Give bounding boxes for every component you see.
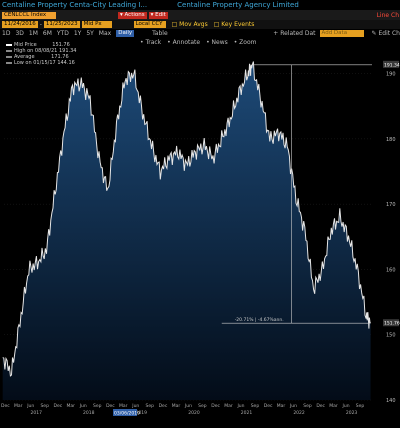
x-tick-label: Sep bbox=[251, 403, 260, 409]
x-tick-label: Mar bbox=[66, 403, 75, 409]
x-tick-label: Mar bbox=[329, 403, 338, 409]
x-tick-label: Jun bbox=[289, 403, 297, 409]
range-6m[interactable]: 6M bbox=[42, 30, 52, 37]
x-tick-label: Sep bbox=[93, 403, 102, 409]
x-year-label: 2022 bbox=[293, 410, 305, 416]
tool-annotate[interactable]: • Annotate bbox=[167, 38, 201, 46]
mov-avgs-button[interactable]: □ Mov Avgs bbox=[171, 21, 208, 28]
dash: - bbox=[39, 21, 42, 28]
tool-zoom[interactable]: • Zoom bbox=[233, 38, 257, 46]
range-1y[interactable]: 1Y bbox=[73, 30, 82, 37]
plus-icon: + bbox=[273, 30, 281, 37]
x-tick-label: Jun bbox=[342, 403, 350, 409]
chart-title: Centaline Property Centa-City Leading I.… bbox=[2, 1, 148, 9]
related-data-button[interactable]: + Related Dat bbox=[273, 30, 316, 37]
y-tick-label: 150 bbox=[386, 333, 396, 339]
range-max[interactable]: Max bbox=[98, 30, 112, 37]
x-year-label: 2017 bbox=[31, 410, 43, 416]
legend-average: Average 171.76 bbox=[6, 54, 76, 60]
x-tick-label: Jun bbox=[236, 403, 244, 409]
edit-chart-button[interactable]: ✎ Edit Ch bbox=[371, 30, 400, 37]
x-tick-label: Dec bbox=[264, 403, 273, 409]
end-date-field[interactable]: 11/25/2023 bbox=[43, 21, 80, 28]
x-tick-label: Mar bbox=[14, 403, 23, 409]
y-tick-label: 180 bbox=[386, 137, 396, 143]
x-tick-label: Mar bbox=[172, 403, 181, 409]
legend-high: High on 08/08/21 191.34 bbox=[6, 48, 76, 54]
x-tick-label: Dec bbox=[54, 403, 63, 409]
x-year-label: 2020 bbox=[188, 410, 200, 416]
controls-bar: 11/24/2016 - 11/25/2023 Mid Px Local CCY… bbox=[0, 20, 400, 29]
ticker-field[interactable]: CENLCCL Index bbox=[2, 11, 56, 19]
range-5y[interactable]: 5Y bbox=[86, 30, 94, 37]
checkbox-icon: □ bbox=[213, 21, 222, 28]
area-fill bbox=[2, 61, 371, 400]
y-tick-label: 140 bbox=[386, 398, 396, 404]
high-value-label: 191.34 bbox=[384, 62, 400, 68]
currency-select[interactable]: Local CCY bbox=[133, 21, 166, 28]
title-bar: Centaline Property Centa-City Leading I.… bbox=[0, 0, 400, 10]
add-data-field[interactable]: Add Data bbox=[319, 30, 364, 37]
period-select[interactable]: Daily bbox=[116, 30, 135, 37]
x-tick-label: Jun bbox=[131, 403, 139, 409]
range-3d[interactable]: 3D bbox=[15, 30, 24, 37]
chevron-down-icon: ▾ bbox=[120, 11, 125, 18]
legend: Mid Price 151.76 High on 08/08/21 191.34… bbox=[6, 42, 76, 66]
x-tick-label: Sep bbox=[356, 403, 365, 409]
chevron-down-icon: ▾ bbox=[150, 11, 156, 18]
y-tick-label: 190 bbox=[386, 72, 396, 78]
tool-news[interactable]: • News bbox=[206, 38, 228, 46]
key-events-button[interactable]: □ Key Events bbox=[213, 21, 255, 28]
range-1d[interactable]: 1D bbox=[2, 30, 11, 37]
y-tick-label: 160 bbox=[386, 267, 396, 273]
start-date-field[interactable]: 11/24/2016 bbox=[2, 21, 38, 28]
x-year-label: 2019 bbox=[136, 410, 148, 416]
x-year-label: 2018 bbox=[83, 410, 95, 416]
actions-button[interactable]: ▾ Actions bbox=[118, 11, 147, 19]
current-value-label: 151.76 bbox=[384, 321, 400, 327]
x-tick-label: Sep bbox=[146, 403, 155, 409]
checkbox-icon: □ bbox=[171, 21, 180, 28]
pencil-icon: ✎ bbox=[371, 30, 379, 37]
x-tick-label: Jun bbox=[26, 403, 34, 409]
drawdown-annotation: -20.71% | -4.67%ann. bbox=[235, 317, 284, 323]
range-1m[interactable]: 1M bbox=[28, 30, 38, 37]
x-tick-label: Mar bbox=[224, 403, 233, 409]
cursor-date-label: 03/06/2019 bbox=[114, 411, 140, 417]
range-ytd[interactable]: YTD bbox=[56, 30, 69, 37]
edit-button[interactable]: ▾ Edit bbox=[148, 11, 168, 19]
status-bar bbox=[0, 420, 400, 428]
range-bar: 1D 3D 1M 6M YTD 1Y 5Y Max Daily Table + Related… bbox=[0, 29, 400, 38]
price-chart[interactable]: -20.71% | -4.67%ann. 140 150 160 170 180 190 1… bbox=[0, 46, 400, 420]
high-value-box bbox=[383, 60, 399, 68]
series-line-mid-price bbox=[2, 61, 371, 377]
tool-track[interactable]: • Track bbox=[140, 38, 162, 46]
x-tick-label: Dec bbox=[106, 403, 115, 409]
y-tick-label: 170 bbox=[386, 202, 396, 208]
x-tick-label: Dec bbox=[159, 403, 168, 409]
x-tick-label: Sep bbox=[198, 403, 207, 409]
table-button[interactable]: Table bbox=[152, 30, 168, 37]
x-tick-label: Jun bbox=[79, 403, 87, 409]
range-buttons: 1D 3D 1M 6M YTD 1Y 5Y Max bbox=[2, 30, 116, 37]
x-tick-label: Dec bbox=[211, 403, 220, 409]
chart-tools: • Track • Annotate • News • Zoom bbox=[0, 38, 400, 46]
toolbar: CENLCCL Index ▾ Actions ▾ Edit Line Ch bbox=[0, 10, 400, 20]
current-value-box bbox=[383, 319, 399, 327]
x-tick-label: Mar bbox=[119, 403, 128, 409]
x-tick-label: Jun bbox=[184, 403, 192, 409]
x-tick-label: Sep bbox=[40, 403, 49, 409]
legend-mid-price: Mid Price 151.76 bbox=[6, 42, 76, 48]
security-name: Centaline Property Agency Limited bbox=[177, 1, 299, 9]
x-year-label: 2021 bbox=[241, 410, 253, 416]
x-tick-label: Mar bbox=[277, 403, 286, 409]
cursor-date-box bbox=[113, 409, 138, 416]
line-chart-label: Line Ch bbox=[376, 11, 399, 19]
x-tick-label: Sep bbox=[303, 403, 312, 409]
legend-low: Low on 01/15/17 144.16 bbox=[6, 60, 76, 66]
x-year-label: 2023 bbox=[346, 410, 358, 416]
price-field-select[interactable]: Mid Px bbox=[81, 21, 112, 28]
x-tick-label: Dec bbox=[316, 403, 325, 409]
x-tick-label: Dec bbox=[1, 403, 10, 409]
